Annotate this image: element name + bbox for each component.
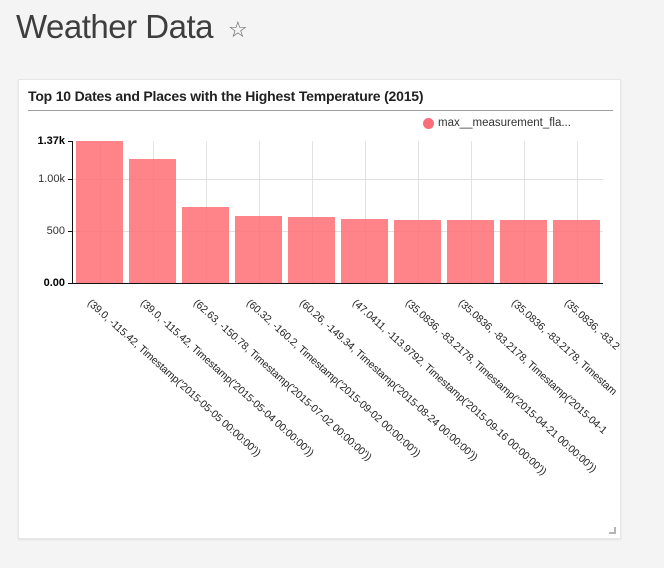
y-axis-line [72,141,73,283]
page-header: Weather Data ☆ [16,8,248,46]
gridline-vertical [258,141,260,283]
y-axis-tick [68,179,72,181]
y-axis-label: 1.37k [37,135,65,147]
title-divider [28,110,613,111]
bar[interactable] [553,220,600,283]
chart-legend[interactable]: max__measurement_fla... [423,117,571,129]
gridline-vertical [311,141,313,283]
gridline-vertical [470,141,472,283]
bar[interactable] [129,158,176,283]
favorite-star-icon[interactable]: ☆ [228,17,248,42]
y-axis-tick [68,141,72,142]
gridline-horizontal [73,231,603,233]
y-axis-label: 500 [46,225,65,238]
bar-chart-plot: 0.00 500 1.00k 1.37k (39.0, -115.42, Timesta… [37,135,620,478]
chart-card: Top 10 Dates and Places with the Highest… [18,79,621,539]
bar[interactable] [341,219,388,283]
bar[interactable] [394,219,441,283]
gridline-vertical [417,141,419,283]
bar[interactable] [182,206,229,283]
gridline-vertical [576,141,578,283]
x-axis-label: (60.26, -149.34, Timestamp('2015-08-24 0… [296,297,480,464]
x-axis-label: (62.63, -150.78, Timestamp('2015-07-02 0… [190,297,374,464]
bar[interactable] [76,141,123,283]
y-axis-label: 1.00k [38,173,65,186]
y-axis-tick [68,231,72,233]
chart-title: Top 10 Dates and Places with the Highest… [28,88,424,104]
page-title: Weather Data [16,8,214,45]
bar[interactable] [447,219,494,283]
x-axis-label: (35.0836, -83.2178, Timestamp('2015-04-2… [402,297,599,475]
bar[interactable] [500,219,547,283]
bar[interactable] [288,216,335,283]
x-axis-line [72,283,603,284]
gridline-vertical [523,141,525,283]
gridline-vertical [364,141,366,283]
legend-marker-icon [423,117,434,129]
y-axis-tick [68,283,72,284]
gridline-horizontal [73,179,603,181]
x-axis-label: (47.0411, -113.9792, Timestamp('2015-09-… [349,297,549,478]
resize-handle-icon[interactable] [609,527,616,534]
x-axis-label: (35.0836, -83.2178, Timestam [508,297,619,398]
y-axis-label: 0.00 [43,277,65,289]
bar[interactable] [235,216,282,283]
legend-label: max__measurement_fla... [438,117,571,129]
